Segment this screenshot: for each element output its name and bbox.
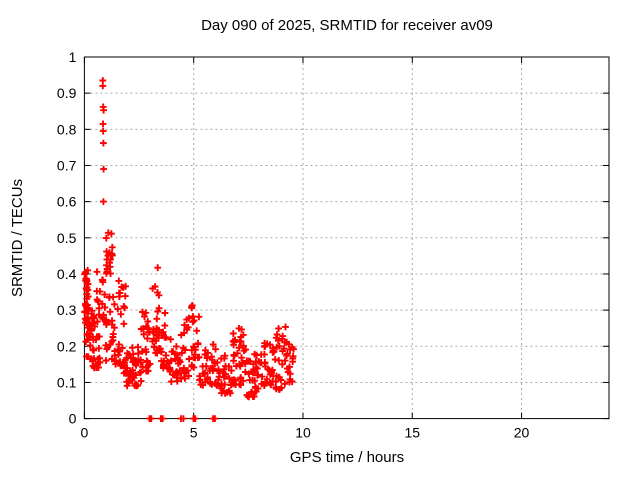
y-axis-label: SRMTID / TECUs [9, 179, 26, 297]
y-tick-label: 0.4 [57, 266, 77, 282]
y-tick-label: 0.6 [57, 194, 77, 210]
x-tick-label: 5 [190, 425, 198, 441]
y-tick-label: 0.8 [57, 121, 77, 137]
y-tick-label: 0.9 [57, 85, 77, 101]
y-tick-labels: 0 0.1 0.2 0.3 0.4 0.5 0.6 0.7 0.8 0.9 1 [57, 49, 77, 427]
y-tick-label: 0.3 [57, 302, 77, 318]
x-axis-label: GPS time / hours [290, 449, 404, 466]
y-tick-label: 0.5 [57, 230, 77, 246]
grid-lines [85, 58, 608, 418]
chart-title: Day 090 of 2025, SRMTID for receiver av0… [201, 17, 493, 34]
x-tick-labels: 0 5 10 15 20 [81, 425, 530, 441]
y-tick-label: 0 [69, 411, 77, 427]
y-tick-label: 0.1 [57, 374, 77, 390]
x-tick-label: 10 [295, 425, 311, 441]
x-tick-label: 15 [404, 425, 420, 441]
x-tick-label: 20 [514, 425, 530, 441]
data-points [81, 77, 297, 422]
y-tick-label: 0.7 [57, 157, 77, 173]
x-tick-label: 0 [81, 425, 89, 441]
y-tick-label: 0.2 [57, 338, 77, 354]
y-tick-label: 1 [69, 49, 77, 65]
